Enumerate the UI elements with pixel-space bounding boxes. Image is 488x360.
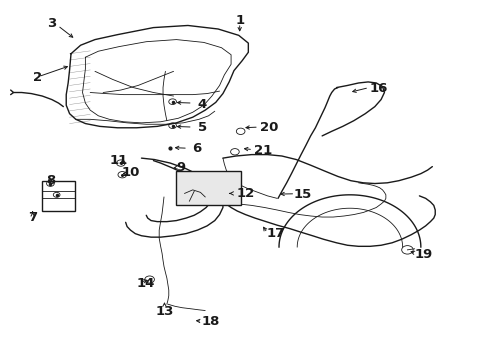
Text: 11: 11 xyxy=(109,154,127,167)
Text: 21: 21 xyxy=(254,144,272,157)
Text: 1: 1 xyxy=(235,14,244,27)
Text: 19: 19 xyxy=(414,248,432,261)
Text: 20: 20 xyxy=(259,121,278,134)
Text: 14: 14 xyxy=(137,276,155,289)
Text: 13: 13 xyxy=(155,305,173,318)
Text: 8: 8 xyxy=(46,174,55,186)
Text: 16: 16 xyxy=(369,82,387,95)
Text: 6: 6 xyxy=(191,142,201,155)
Text: 3: 3 xyxy=(47,17,56,30)
Bar xyxy=(42,181,75,211)
Bar xyxy=(176,171,241,206)
Text: 10: 10 xyxy=(121,166,140,179)
Text: 7: 7 xyxy=(28,211,37,224)
Text: 15: 15 xyxy=(293,188,311,201)
Text: 4: 4 xyxy=(197,98,206,111)
Text: 17: 17 xyxy=(265,227,284,240)
Text: 5: 5 xyxy=(197,121,206,134)
Text: 18: 18 xyxy=(201,315,219,328)
Text: 12: 12 xyxy=(236,187,254,200)
Text: 2: 2 xyxy=(33,71,42,84)
Text: 9: 9 xyxy=(176,161,185,174)
